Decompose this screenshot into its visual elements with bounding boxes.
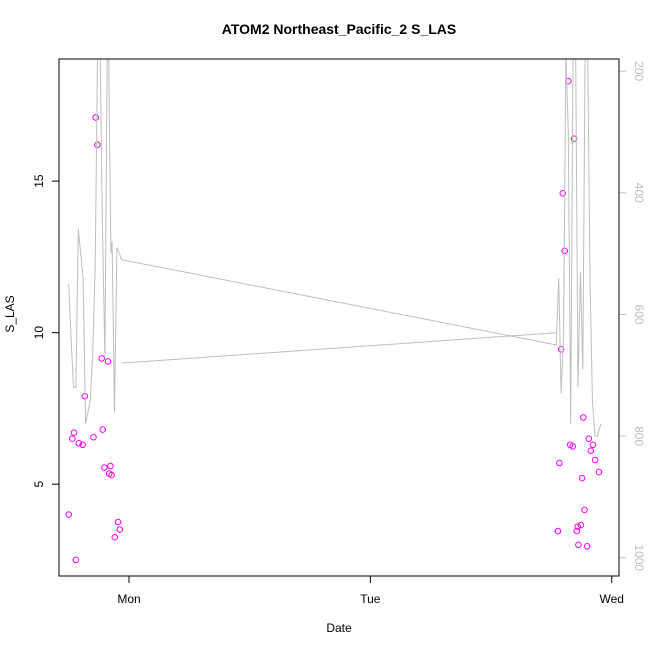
data-point xyxy=(581,506,588,514)
data-point xyxy=(90,433,97,441)
y-axis-label: S_LAS xyxy=(3,295,17,332)
data-point xyxy=(114,518,122,526)
data-point xyxy=(101,464,108,471)
plot-frame xyxy=(58,58,620,577)
data-point xyxy=(94,141,101,149)
data-point xyxy=(65,511,72,518)
data-point xyxy=(104,358,112,365)
y2-tick-label: 400 xyxy=(632,183,646,203)
data-point xyxy=(92,114,99,121)
data-point xyxy=(99,426,106,433)
series-line-1 xyxy=(68,59,602,437)
data-point xyxy=(116,526,124,533)
data-point xyxy=(585,435,593,443)
data-point xyxy=(557,346,565,353)
y2-tick-label: 800 xyxy=(632,426,646,446)
y2-tick-label: 600 xyxy=(632,304,646,324)
data-point xyxy=(589,441,597,449)
series-layer xyxy=(65,59,603,564)
data-point xyxy=(69,435,76,443)
data-point xyxy=(574,523,582,530)
data-point xyxy=(70,429,78,437)
data-point xyxy=(554,527,562,535)
data-point xyxy=(108,471,115,479)
data-point xyxy=(75,440,83,447)
y2-tick-label: 200 xyxy=(632,61,646,81)
data-point xyxy=(98,355,105,362)
series-line-2 xyxy=(121,332,557,364)
data-point xyxy=(72,556,79,564)
data-point xyxy=(577,521,585,529)
y-tick-label: 10 xyxy=(32,326,46,340)
x-tick-label: Wed xyxy=(600,592,624,606)
x-axis-label: Date xyxy=(326,621,352,635)
x-tick-label: Mon xyxy=(117,592,140,606)
data-point xyxy=(580,414,587,421)
y2-tick-label: 1000 xyxy=(632,544,646,571)
data-point xyxy=(583,543,591,550)
data-point xyxy=(587,447,595,455)
chart-title: ATOM2 Northeast_Pacific_2 S_LAS xyxy=(222,21,456,37)
y-tick-label: 5 xyxy=(32,481,46,488)
data-point xyxy=(575,541,582,549)
data-point xyxy=(111,533,119,541)
data-point xyxy=(559,190,567,197)
x-tick-label: Tue xyxy=(360,592,381,606)
data-point xyxy=(573,527,581,535)
data-point xyxy=(591,456,599,464)
data-point xyxy=(556,459,563,467)
y-tick-label: 15 xyxy=(32,174,46,188)
axis-layer: Mon Tue Wed 5 10 15 200 400 600 800 1000 xyxy=(32,61,646,606)
data-point xyxy=(569,443,577,450)
data-point xyxy=(578,474,586,482)
data-point xyxy=(595,468,603,476)
data-point xyxy=(107,462,114,470)
data-point xyxy=(79,441,86,449)
data-point xyxy=(570,135,578,142)
